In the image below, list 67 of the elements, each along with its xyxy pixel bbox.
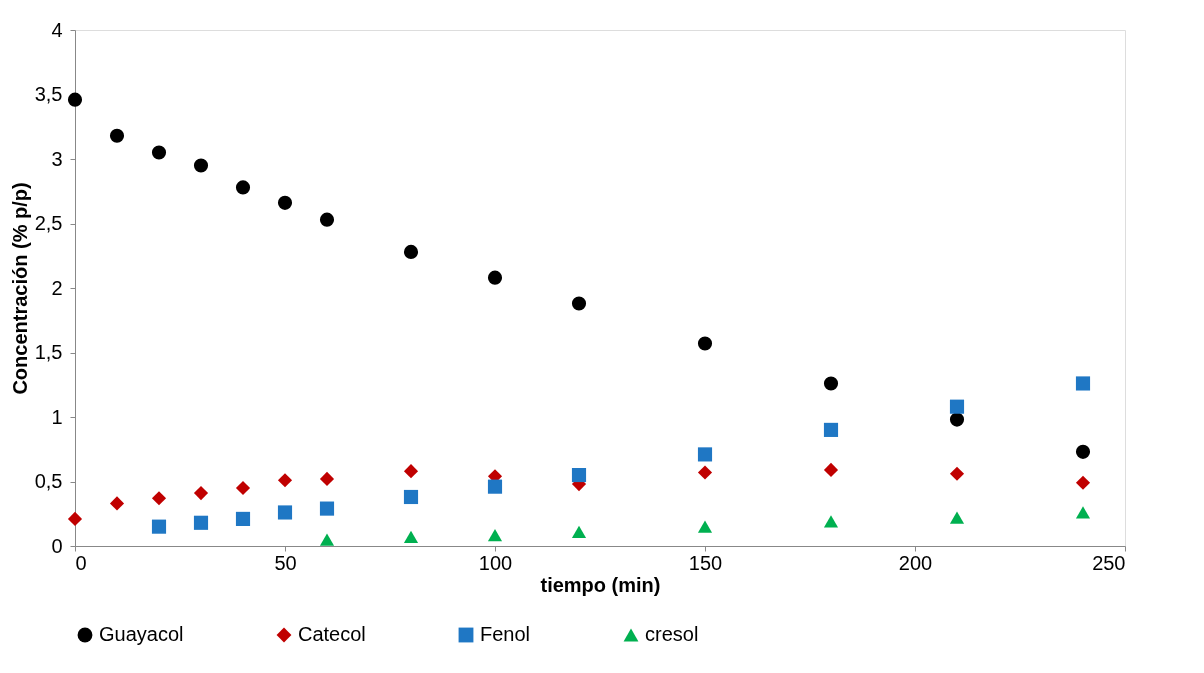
point <box>823 376 839 391</box>
x-tick-label: 150 <box>688 551 723 574</box>
point <box>697 465 713 480</box>
point <box>403 464 419 479</box>
point <box>487 528 503 542</box>
point <box>571 525 587 538</box>
point <box>277 505 293 520</box>
point <box>109 496 125 511</box>
y-tick-label: 1,5 <box>34 341 63 363</box>
point <box>193 515 209 530</box>
point <box>1075 475 1091 490</box>
point <box>949 466 965 481</box>
y-tick-label: 0,5 <box>34 470 63 492</box>
y-tick-label: 4 <box>51 18 63 41</box>
y-tick-label: 3,5 <box>34 83 63 105</box>
point <box>193 158 209 173</box>
x-tick-label: 200 <box>898 551 933 574</box>
point <box>403 489 419 505</box>
y-tick-label: 1 <box>51 405 63 428</box>
y-tick-label: 0 <box>51 534 63 557</box>
point <box>235 511 251 526</box>
point <box>319 501 335 516</box>
legend-label: Guayacol <box>99 623 184 645</box>
legend-label: cresol <box>645 623 699 645</box>
point <box>1075 444 1091 459</box>
x-tick-label: 250 <box>1092 551 1126 574</box>
point <box>949 511 965 524</box>
y-tick-label: 2 <box>51 276 63 299</box>
point <box>571 296 587 311</box>
point <box>823 422 839 437</box>
y-axis-title: Concentración (% p/p) <box>8 182 31 395</box>
point <box>235 480 251 496</box>
point <box>151 519 167 534</box>
point <box>67 511 83 526</box>
point <box>109 128 125 143</box>
point <box>697 336 713 351</box>
point <box>823 462 839 477</box>
point <box>571 467 587 483</box>
point <box>277 195 293 210</box>
x-tick-label: 50 <box>274 551 297 574</box>
point <box>319 533 335 546</box>
legend-label: Fenol <box>480 623 531 645</box>
y-tick-label: 2,5 <box>34 212 63 234</box>
point <box>697 520 713 533</box>
point <box>319 471 335 486</box>
x-axis-title: tiempo (min) <box>540 573 661 596</box>
point <box>151 145 167 160</box>
point <box>319 212 335 227</box>
point <box>277 473 293 488</box>
point <box>487 270 503 285</box>
point <box>487 479 503 494</box>
point <box>697 447 713 462</box>
point <box>151 491 167 506</box>
point <box>823 515 839 528</box>
y-tick-label: 3 <box>51 147 63 170</box>
point <box>235 180 251 195</box>
point <box>67 92 83 107</box>
legend-label: Catecol <box>298 623 366 645</box>
point <box>193 486 209 501</box>
point <box>949 412 965 427</box>
point <box>1075 506 1091 519</box>
point <box>1075 376 1091 391</box>
x-tick-label: 100 <box>478 551 513 574</box>
point <box>403 530 419 544</box>
x-tick-label: 0 <box>75 551 87 574</box>
point <box>949 399 965 414</box>
point <box>403 244 419 259</box>
